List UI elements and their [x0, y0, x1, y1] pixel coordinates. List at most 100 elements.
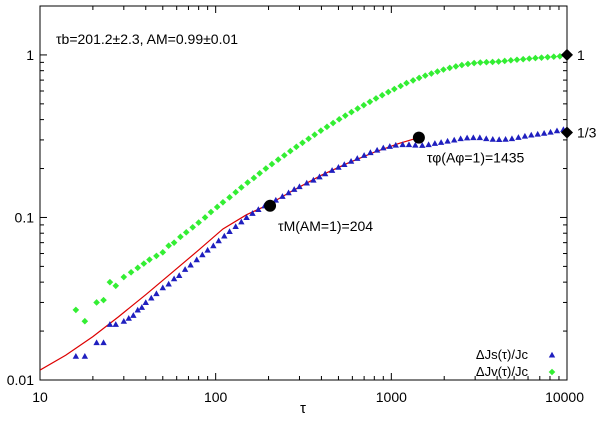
y-tick-label: 0.1 [15, 209, 35, 225]
data-point-triangle [296, 183, 303, 190]
data-point-triangle [148, 294, 155, 301]
data-point-triangle [100, 339, 107, 346]
data-point-triangle [483, 135, 490, 142]
plot-area: τM(AM=1)=204 τφ(Aφ=1)=1435 1 1/3 [39, 5, 597, 381]
data-point-triangle [142, 299, 149, 306]
data-point-diamond [525, 55, 533, 62]
data-point-diamond [134, 264, 142, 272]
data-point-triangle [508, 135, 516, 142]
data-point-triangle [470, 134, 477, 141]
data-point-triangle [321, 170, 329, 177]
data-point-diamond [329, 119, 337, 127]
data-point-triangle [106, 321, 114, 327]
data-point-diamond [348, 108, 355, 116]
data-point-triangle [303, 179, 310, 186]
data-point-triangle [405, 141, 413, 148]
data-point-triangle [528, 131, 535, 138]
data-point-triangle [412, 141, 419, 148]
data-point-diamond [532, 54, 539, 62]
data-point-diamond [299, 139, 306, 147]
data-point-triangle [210, 242, 217, 249]
edge-marker-label: 1/3 [577, 125, 597, 141]
data-point-triangle [181, 266, 189, 272]
data-point-triangle [153, 290, 160, 297]
data-point-triangle [328, 167, 336, 173]
data-point-triangle [373, 146, 381, 153]
data-point-diamond [72, 306, 80, 314]
data-point-triangle [120, 318, 128, 324]
data-point-diamond [495, 58, 502, 65]
legend-label: ΔJs(τ)/Jc [476, 347, 529, 362]
data-point-diamond [452, 63, 460, 70]
data-point-diamond [507, 57, 515, 64]
data-point-diamond [262, 165, 270, 172]
data-point-diamond [440, 66, 447, 73]
data-point-triangle [72, 353, 80, 359]
data-point-diamond [268, 160, 276, 168]
data-point-diamond [219, 198, 227, 206]
data-point-diamond [159, 249, 167, 256]
data-point-triangle [495, 136, 503, 143]
data-series [72, 52, 567, 359]
legend-label: ΔJv(τ)/Jc [476, 364, 529, 379]
data-point-triangle [165, 280, 172, 287]
data-point-diamond [93, 299, 100, 306]
data-point-diamond [378, 91, 386, 99]
data-point-triangle [204, 246, 211, 253]
x-tick-label: 10 [32, 389, 48, 405]
data-point-diamond [434, 68, 441, 75]
parameter-annotation: τb=201.2±2.3, AM=0.99±0.01 [56, 31, 238, 47]
data-point-triangle [187, 261, 194, 268]
data-point-triangle [335, 163, 342, 170]
data-point-diamond [232, 188, 239, 196]
data-point-diamond [550, 53, 558, 61]
data-point-triangle [489, 136, 496, 142]
data-point-triangle [367, 149, 374, 156]
data-point-diamond [250, 174, 258, 182]
data-point-triangle [125, 315, 132, 321]
data-point-diamond [189, 223, 196, 231]
data-point-triangle [112, 321, 119, 327]
data-point-diamond [274, 156, 282, 163]
edge-marker-label: 1 [577, 47, 585, 63]
data-point-diamond [140, 260, 148, 267]
fit-line [40, 137, 420, 371]
x-axis-label: τ [300, 400, 306, 417]
data-point-triangle [437, 139, 445, 145]
data-point-diamond [201, 214, 209, 221]
data-point-triangle [226, 228, 233, 235]
data-point-triangle [238, 218, 245, 225]
data-point-triangle [243, 214, 250, 221]
data-point-diamond [120, 273, 128, 281]
data-point-diamond [446, 64, 454, 72]
data-point-diamond [409, 77, 417, 84]
legend-marker [548, 368, 556, 376]
data-point-diamond [195, 219, 202, 226]
data-point-triangle [341, 161, 348, 167]
data-point-triangle [221, 232, 228, 239]
data-point-triangle [392, 141, 399, 148]
data-point-diamond [146, 256, 153, 263]
x-tick-label: 100 [204, 389, 228, 405]
data-point-diamond [100, 296, 107, 304]
data-point-diamond [335, 115, 343, 123]
data-point-diamond [256, 169, 263, 177]
data-point-diamond [360, 101, 368, 109]
data-point-diamond [366, 98, 374, 106]
data-point-triangle [347, 157, 355, 164]
data-point-diamond [106, 278, 114, 286]
legend: ΔJs(τ)/Jc ΔJv(τ)/Jc [476, 347, 556, 379]
data-point-diamond [323, 123, 331, 131]
data-point-diamond [244, 179, 251, 186]
data-point-diamond [81, 317, 89, 325]
data-point-diamond [483, 58, 490, 66]
series-group [72, 126, 567, 359]
data-point-diamond [170, 239, 178, 246]
data-point-diamond [391, 85, 398, 93]
tick-labels: 10 100 1000 10000 0.01 0.1 1 [7, 47, 584, 405]
data-point-diamond [207, 208, 215, 216]
data-point-triangle [534, 130, 541, 137]
data-point-triangle [380, 144, 387, 151]
data-point-diamond [384, 88, 392, 96]
